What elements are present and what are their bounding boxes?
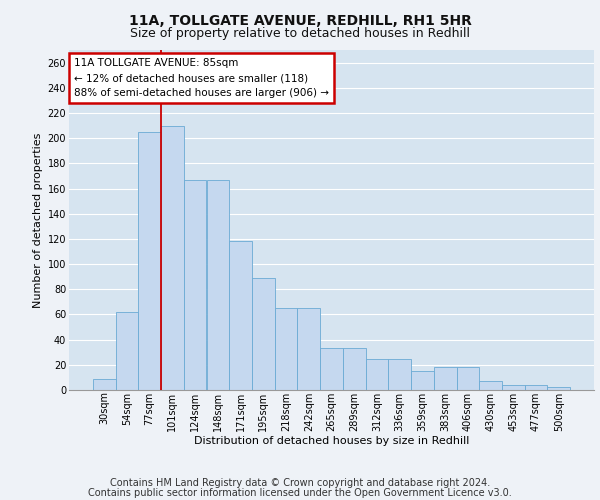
Bar: [320, 348, 343, 390]
Bar: [434, 368, 457, 390]
Bar: [116, 312, 139, 390]
Bar: [388, 358, 411, 390]
Bar: [206, 180, 229, 390]
Bar: [161, 126, 184, 390]
Bar: [343, 348, 365, 390]
Bar: [524, 385, 547, 390]
Bar: [365, 358, 388, 390]
Text: 11A, TOLLGATE AVENUE, REDHILL, RH1 5HR: 11A, TOLLGATE AVENUE, REDHILL, RH1 5HR: [128, 14, 472, 28]
Text: Contains HM Land Registry data © Crown copyright and database right 2024.: Contains HM Land Registry data © Crown c…: [110, 478, 490, 488]
Text: Size of property relative to detached houses in Redhill: Size of property relative to detached ho…: [130, 27, 470, 40]
Bar: [298, 308, 320, 390]
Bar: [184, 180, 206, 390]
X-axis label: Distribution of detached houses by size in Redhill: Distribution of detached houses by size …: [194, 436, 469, 446]
Y-axis label: Number of detached properties: Number of detached properties: [34, 132, 43, 308]
Bar: [275, 308, 298, 390]
Bar: [502, 385, 524, 390]
Text: 11A TOLLGATE AVENUE: 85sqm
← 12% of detached houses are smaller (118)
88% of sem: 11A TOLLGATE AVENUE: 85sqm ← 12% of deta…: [74, 58, 329, 98]
Bar: [411, 371, 434, 390]
Bar: [252, 278, 275, 390]
Bar: [139, 132, 161, 390]
Bar: [547, 388, 570, 390]
Bar: [93, 378, 116, 390]
Bar: [457, 368, 479, 390]
Bar: [229, 242, 252, 390]
Text: Contains public sector information licensed under the Open Government Licence v3: Contains public sector information licen…: [88, 488, 512, 498]
Bar: [479, 381, 502, 390]
